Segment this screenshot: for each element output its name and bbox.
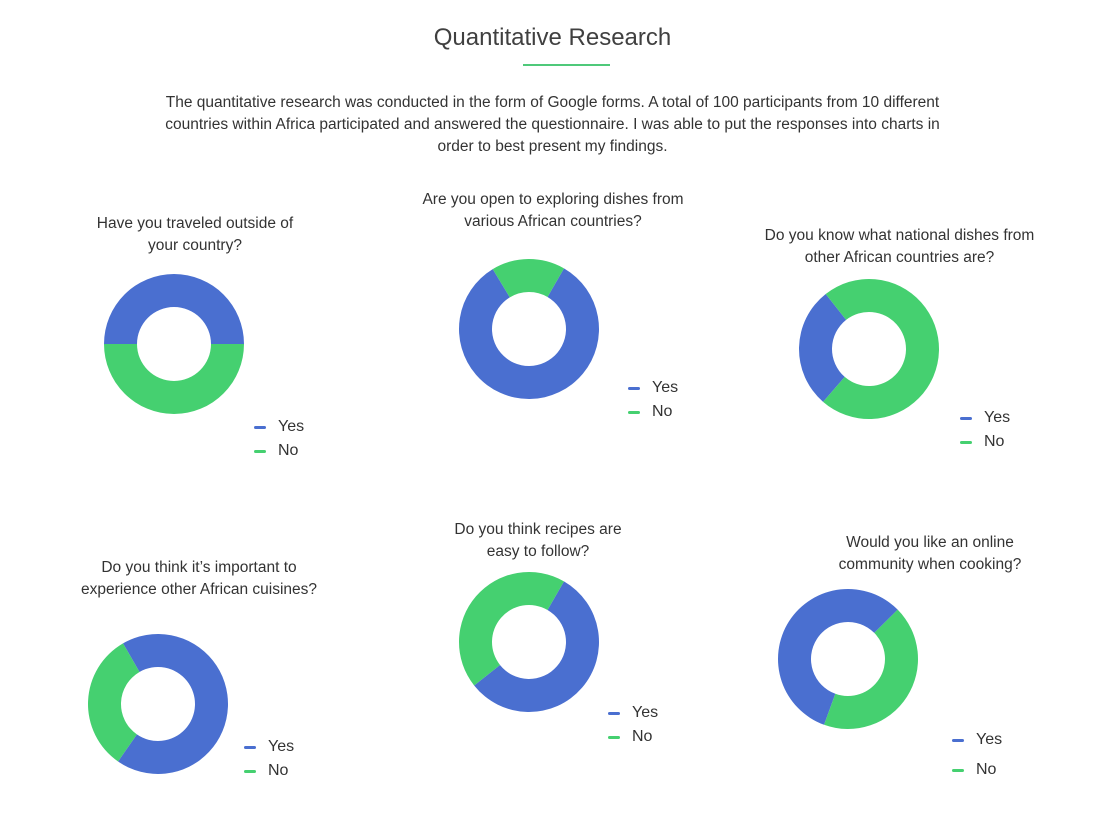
legend-item-no: No: [608, 725, 658, 749]
legend-item-no: No: [960, 430, 1010, 454]
legend-swatch-yes: [254, 425, 266, 429]
legend-swatch-yes: [628, 386, 640, 390]
donut-chart: [799, 279, 939, 419]
legend-item-no: No: [952, 755, 1002, 785]
page-title: Quantitative Research: [433, 24, 672, 51]
slice-yes: [459, 268, 599, 399]
chart-question: Would you like an online community when …: [838, 534, 1022, 573]
legend-swatch-no: [960, 440, 972, 444]
legend-item-yes: Yes: [960, 406, 1010, 430]
legend-item-yes: Yes: [244, 735, 294, 759]
legend-swatch-yes: [244, 745, 256, 749]
chart-legend: Yes No: [960, 406, 1010, 454]
chart-question: Are you open to exploring dishes from va…: [422, 191, 684, 230]
legend-item-yes: Yes: [608, 701, 658, 725]
chart-question: Do you think recipes are easy to follow?: [454, 521, 622, 560]
legend-label-no: No: [268, 762, 289, 779]
legend-item-yes: Yes: [254, 415, 304, 439]
legend-item-no: No: [244, 759, 294, 783]
intro-paragraph: The quantitative research was conducted …: [165, 94, 940, 155]
legend-swatch-no: [244, 769, 256, 773]
slice-yes: [474, 581, 599, 712]
legend-swatch-yes: [608, 711, 620, 715]
legend-label-yes: Yes: [632, 704, 659, 721]
donut-chart: [459, 259, 599, 399]
chart-legend: Yes No: [244, 735, 294, 783]
donut-chart: [88, 634, 228, 774]
slice-yes: [104, 274, 244, 344]
slice-no: [823, 279, 939, 419]
chart-legend: Yes No: [628, 376, 678, 424]
chart-legend: Yes No: [608, 701, 658, 749]
chart-question: Have you traveled outside of your countr…: [96, 215, 294, 254]
chart-legend: Yes No: [254, 415, 304, 463]
legend-item-yes: Yes: [952, 725, 1002, 755]
slice-yes: [778, 589, 898, 725]
legend-label-yes: Yes: [984, 409, 1011, 426]
legend-swatch-yes: [960, 416, 972, 420]
legend-item-yes: Yes: [628, 376, 678, 400]
legend-label-yes: Yes: [976, 731, 1003, 748]
donut-chart: [459, 572, 599, 712]
legend-label-no: No: [976, 761, 997, 778]
legend-swatch-no: [952, 768, 964, 772]
slice-no: [104, 344, 244, 414]
legend-label-no: No: [652, 403, 673, 420]
chart-question: Do you think it’s important to experienc…: [80, 559, 318, 598]
legend-swatch-yes: [952, 738, 964, 742]
slice-no: [88, 643, 140, 762]
chart-legend: Yes No: [952, 725, 1002, 785]
legend-label-yes: Yes: [278, 418, 305, 435]
legend-swatch-no: [608, 735, 620, 739]
legend-label-yes: Yes: [268, 738, 295, 755]
donut-chart: [104, 274, 244, 414]
legend-label-no: No: [278, 442, 299, 459]
legend-item-no: No: [254, 439, 304, 463]
chart-question: Do you know what national dishes from ot…: [764, 227, 1035, 266]
legend-swatch-no: [254, 449, 266, 453]
slice-no: [492, 259, 564, 298]
slice-yes: [799, 293, 847, 402]
slice-no: [824, 609, 918, 729]
slice-no: [459, 572, 564, 686]
slice-yes: [118, 634, 228, 774]
legend-label-no: No: [984, 433, 1005, 450]
donut-chart: [778, 589, 918, 729]
legend-label-yes: Yes: [652, 379, 679, 396]
legend-label-no: No: [632, 728, 653, 745]
title-underline: [523, 64, 610, 66]
legend-swatch-no: [628, 410, 640, 414]
legend-item-no: No: [628, 400, 678, 424]
